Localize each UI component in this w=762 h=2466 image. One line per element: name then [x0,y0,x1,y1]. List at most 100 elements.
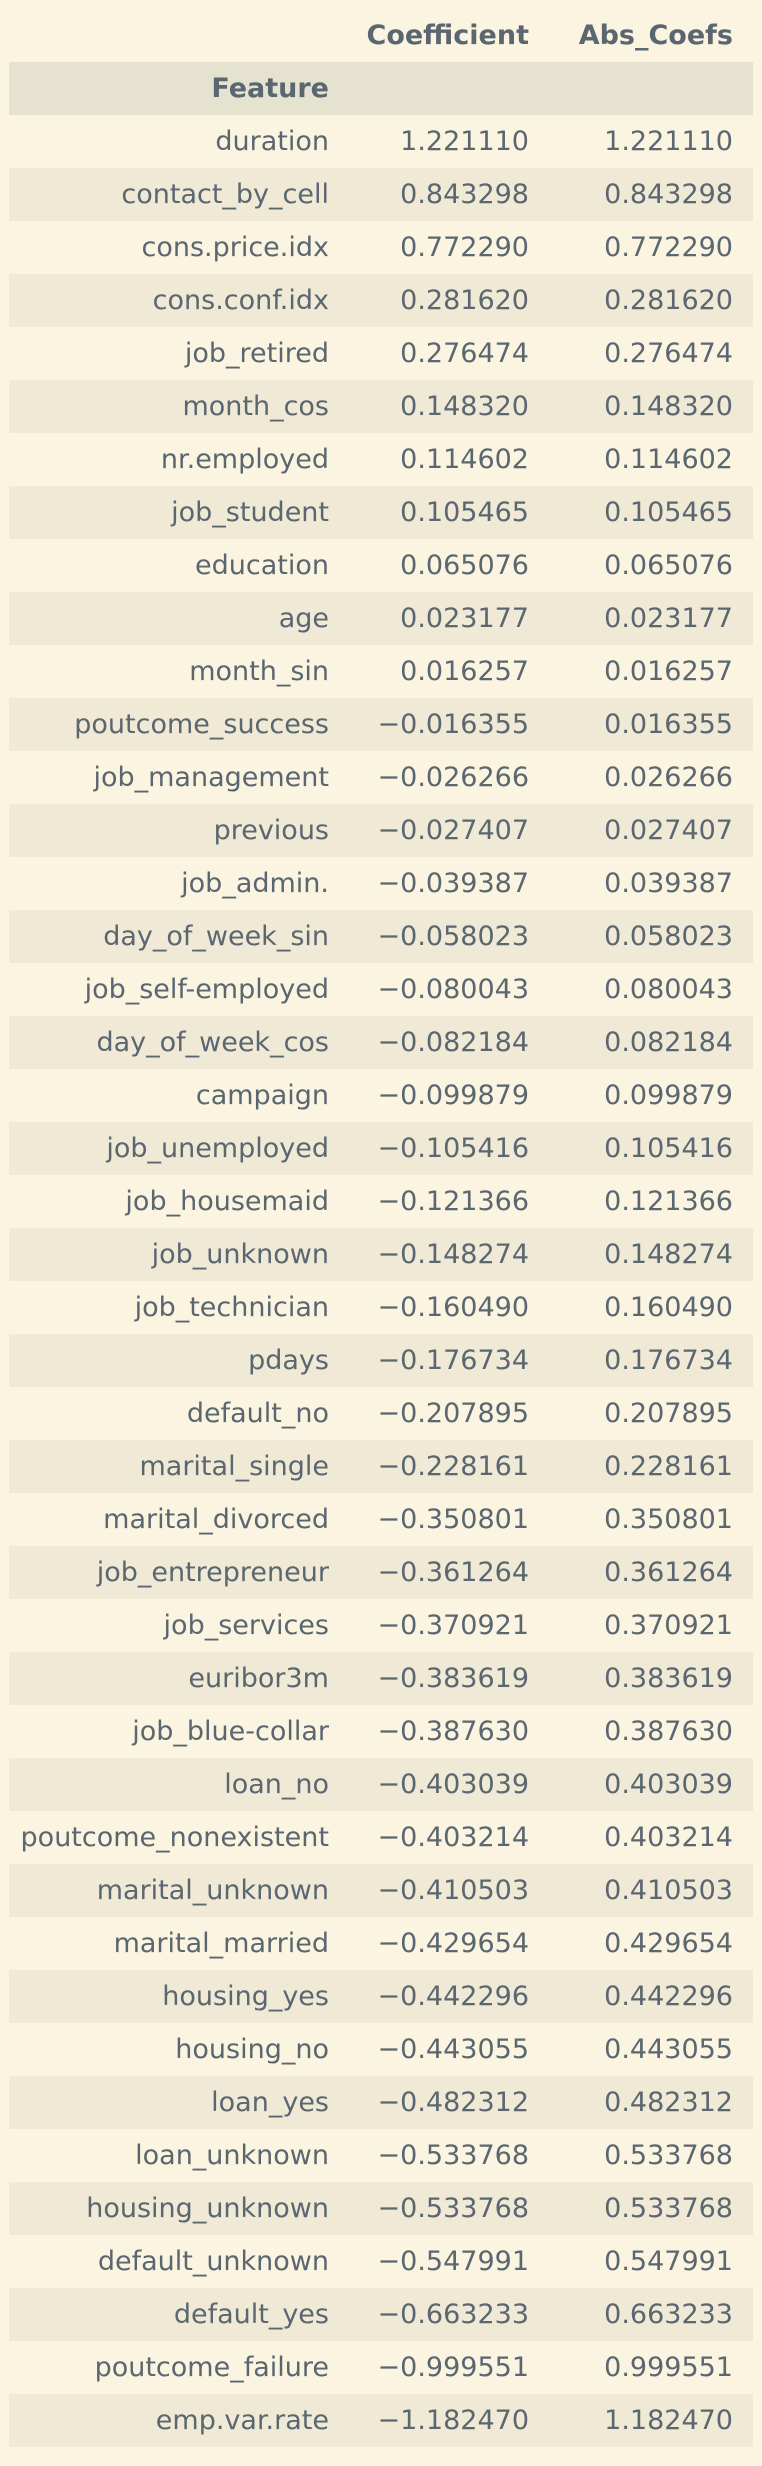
cell-coefficient: −0.547991 [377,2246,529,2277]
cell-abs-coefs: 0.387630 [604,1716,733,1747]
row-feature-label: housing_unknown [86,2193,329,2224]
row-feature-label: job_entrepreneur [96,1557,329,1588]
cell-coefficient: −0.016355 [377,709,529,740]
table-row: day_of_week_sin −0.058023 0.058023 [9,910,753,963]
cell-abs-coefs: 0.023177 [604,603,733,634]
cell-coefficient: 0.023177 [400,603,529,634]
row-feature-label: job_unknown [151,1239,329,1270]
corner-blank-cell [9,9,349,62]
cell-abs-coefs: 0.482312 [604,2087,733,2118]
table-row: housing_unknown −0.533768 0.533768 [9,2182,753,2235]
cell-abs-coefs: 0.080043 [604,974,733,1005]
row-feature-label: housing_yes [162,1981,329,2012]
row-feature-label: default_unknown [97,2246,329,2277]
table-row: job_unknown −0.148274 0.148274 [9,1228,753,1281]
table-row: marital_unknown −0.410503 0.410503 [9,1864,753,1917]
cell-coefficient: −0.443055 [377,2034,529,2065]
cell-abs-coefs: 0.026266 [604,762,733,793]
row-feature-label: marital_divorced [103,1504,329,1535]
cell-abs-coefs: 0.121366 [604,1186,733,1217]
table-row: job_retired 0.276474 0.276474 [9,327,753,380]
cell-coefficient: −0.533768 [377,2140,529,2171]
cell-abs-coefs: 0.148274 [604,1239,733,1270]
cell-abs-coefs: 0.361264 [604,1557,733,1588]
cell-coefficient: −1.182470 [377,2405,529,2436]
row-feature-label: marital_unknown [96,1875,329,1906]
row-feature-label: loan_no [224,1769,329,1800]
row-feature-label: pdays [248,1345,329,1376]
cell-coefficient: −0.387630 [377,1716,529,1747]
table-body: duration 1.221110 1.221110 contact_by_cell 0… [9,115,753,2447]
row-feature-label: job_retired [184,338,329,369]
index-name-row: Feature [9,62,753,115]
cell-coefficient: 0.065076 [400,550,529,581]
cell-abs-coefs: 0.065076 [604,550,733,581]
cell-abs-coefs: 0.999551 [604,2352,733,2383]
table-row: campaign −0.099879 0.099879 [9,1069,753,1122]
table-row: job_blue-collar −0.387630 0.387630 [9,1705,753,1758]
cell-coefficient: 0.276474 [400,338,529,369]
cell-abs-coefs: 0.099879 [604,1080,733,1111]
table-row: cons.conf.idx 0.281620 0.281620 [9,274,753,327]
table-row: housing_yes −0.442296 0.442296 [9,1970,753,2023]
table-row: default_unknown −0.547991 0.547991 [9,2235,753,2288]
cell-abs-coefs: 0.443055 [604,2034,733,2065]
cell-coefficient: 0.281620 [400,285,529,316]
cell-abs-coefs: 0.027407 [604,815,733,846]
cell-abs-coefs: 0.276474 [604,338,733,369]
row-feature-label: job_management [93,762,329,793]
cell-abs-coefs: 0.281620 [604,285,733,316]
table-row: poutcome_failure −0.999551 0.999551 [9,2341,753,2394]
row-feature-label: emp.var.rate [155,2405,329,2436]
table-row: month_cos 0.148320 0.148320 [9,380,753,433]
table-row: job_management −0.026266 0.026266 [9,751,753,804]
cell-abs-coefs: 0.105465 [604,497,733,528]
cell-abs-coefs: 0.016355 [604,709,733,740]
row-feature-label: poutcome_success [74,709,329,740]
table-row: loan_no −0.403039 0.403039 [9,1758,753,1811]
table-header: Coefficient Abs_Coefs Feature [9,9,753,115]
cell-abs-coefs: 0.533768 [604,2193,733,2224]
table-row: poutcome_success −0.016355 0.016355 [9,698,753,751]
cell-coefficient: −0.482312 [377,2087,529,2118]
table-row: nr.employed 0.114602 0.114602 [9,433,753,486]
cell-coefficient: −0.080043 [377,974,529,1005]
cell-coefficient: −0.027407 [377,815,529,846]
cell-coefficient: −0.160490 [377,1292,529,1323]
cell-coefficient: 0.114602 [400,444,529,475]
table-row: month_sin 0.016257 0.016257 [9,645,753,698]
row-feature-label: housing_no [175,2034,329,2065]
table-row: contact_by_cell 0.843298 0.843298 [9,168,753,221]
row-feature-label: job_self-employed [84,974,329,1005]
row-feature-label: month_cos [182,391,329,422]
row-feature-label: default_yes [173,2299,329,2330]
row-feature-label: job_blue-collar [132,1716,329,1747]
cell-coefficient: 1.221110 [400,126,529,157]
row-feature-label: day_of_week_sin [103,921,329,952]
cell-coefficient: −0.207895 [377,1398,529,1429]
cell-coefficient: −0.105416 [377,1133,529,1164]
row-feature-label: duration [215,126,329,157]
row-feature-label: job_technician [134,1292,329,1323]
cell-coefficient: −0.999551 [377,2352,529,2383]
row-feature-label: nr.employed [160,444,329,475]
cell-abs-coefs: 0.350801 [604,1504,733,1535]
cell-coefficient: 0.148320 [400,391,529,422]
cell-coefficient: −0.663233 [377,2299,529,2330]
table-row: job_services −0.370921 0.370921 [9,1599,753,1652]
cell-abs-coefs: 0.039387 [604,868,733,899]
table-row: housing_no −0.443055 0.443055 [9,2023,753,2076]
column-header-coefficient: Coefficient [349,9,549,62]
row-feature-label: contact_by_cell [121,179,329,210]
cell-coefficient: −0.370921 [377,1610,529,1641]
table-row: day_of_week_cos −0.082184 0.082184 [9,1016,753,1069]
cell-abs-coefs: 0.207895 [604,1398,733,1429]
cell-coefficient: −0.403039 [377,1769,529,1800]
cell-abs-coefs: 0.058023 [604,921,733,952]
table-row: default_yes −0.663233 0.663233 [9,2288,753,2341]
cell-abs-coefs: 0.370921 [604,1610,733,1641]
cell-abs-coefs: 0.148320 [604,391,733,422]
row-feature-label: campaign [195,1080,329,1111]
cell-coefficient: −0.442296 [377,1981,529,2012]
cell-abs-coefs: 0.114602 [604,444,733,475]
